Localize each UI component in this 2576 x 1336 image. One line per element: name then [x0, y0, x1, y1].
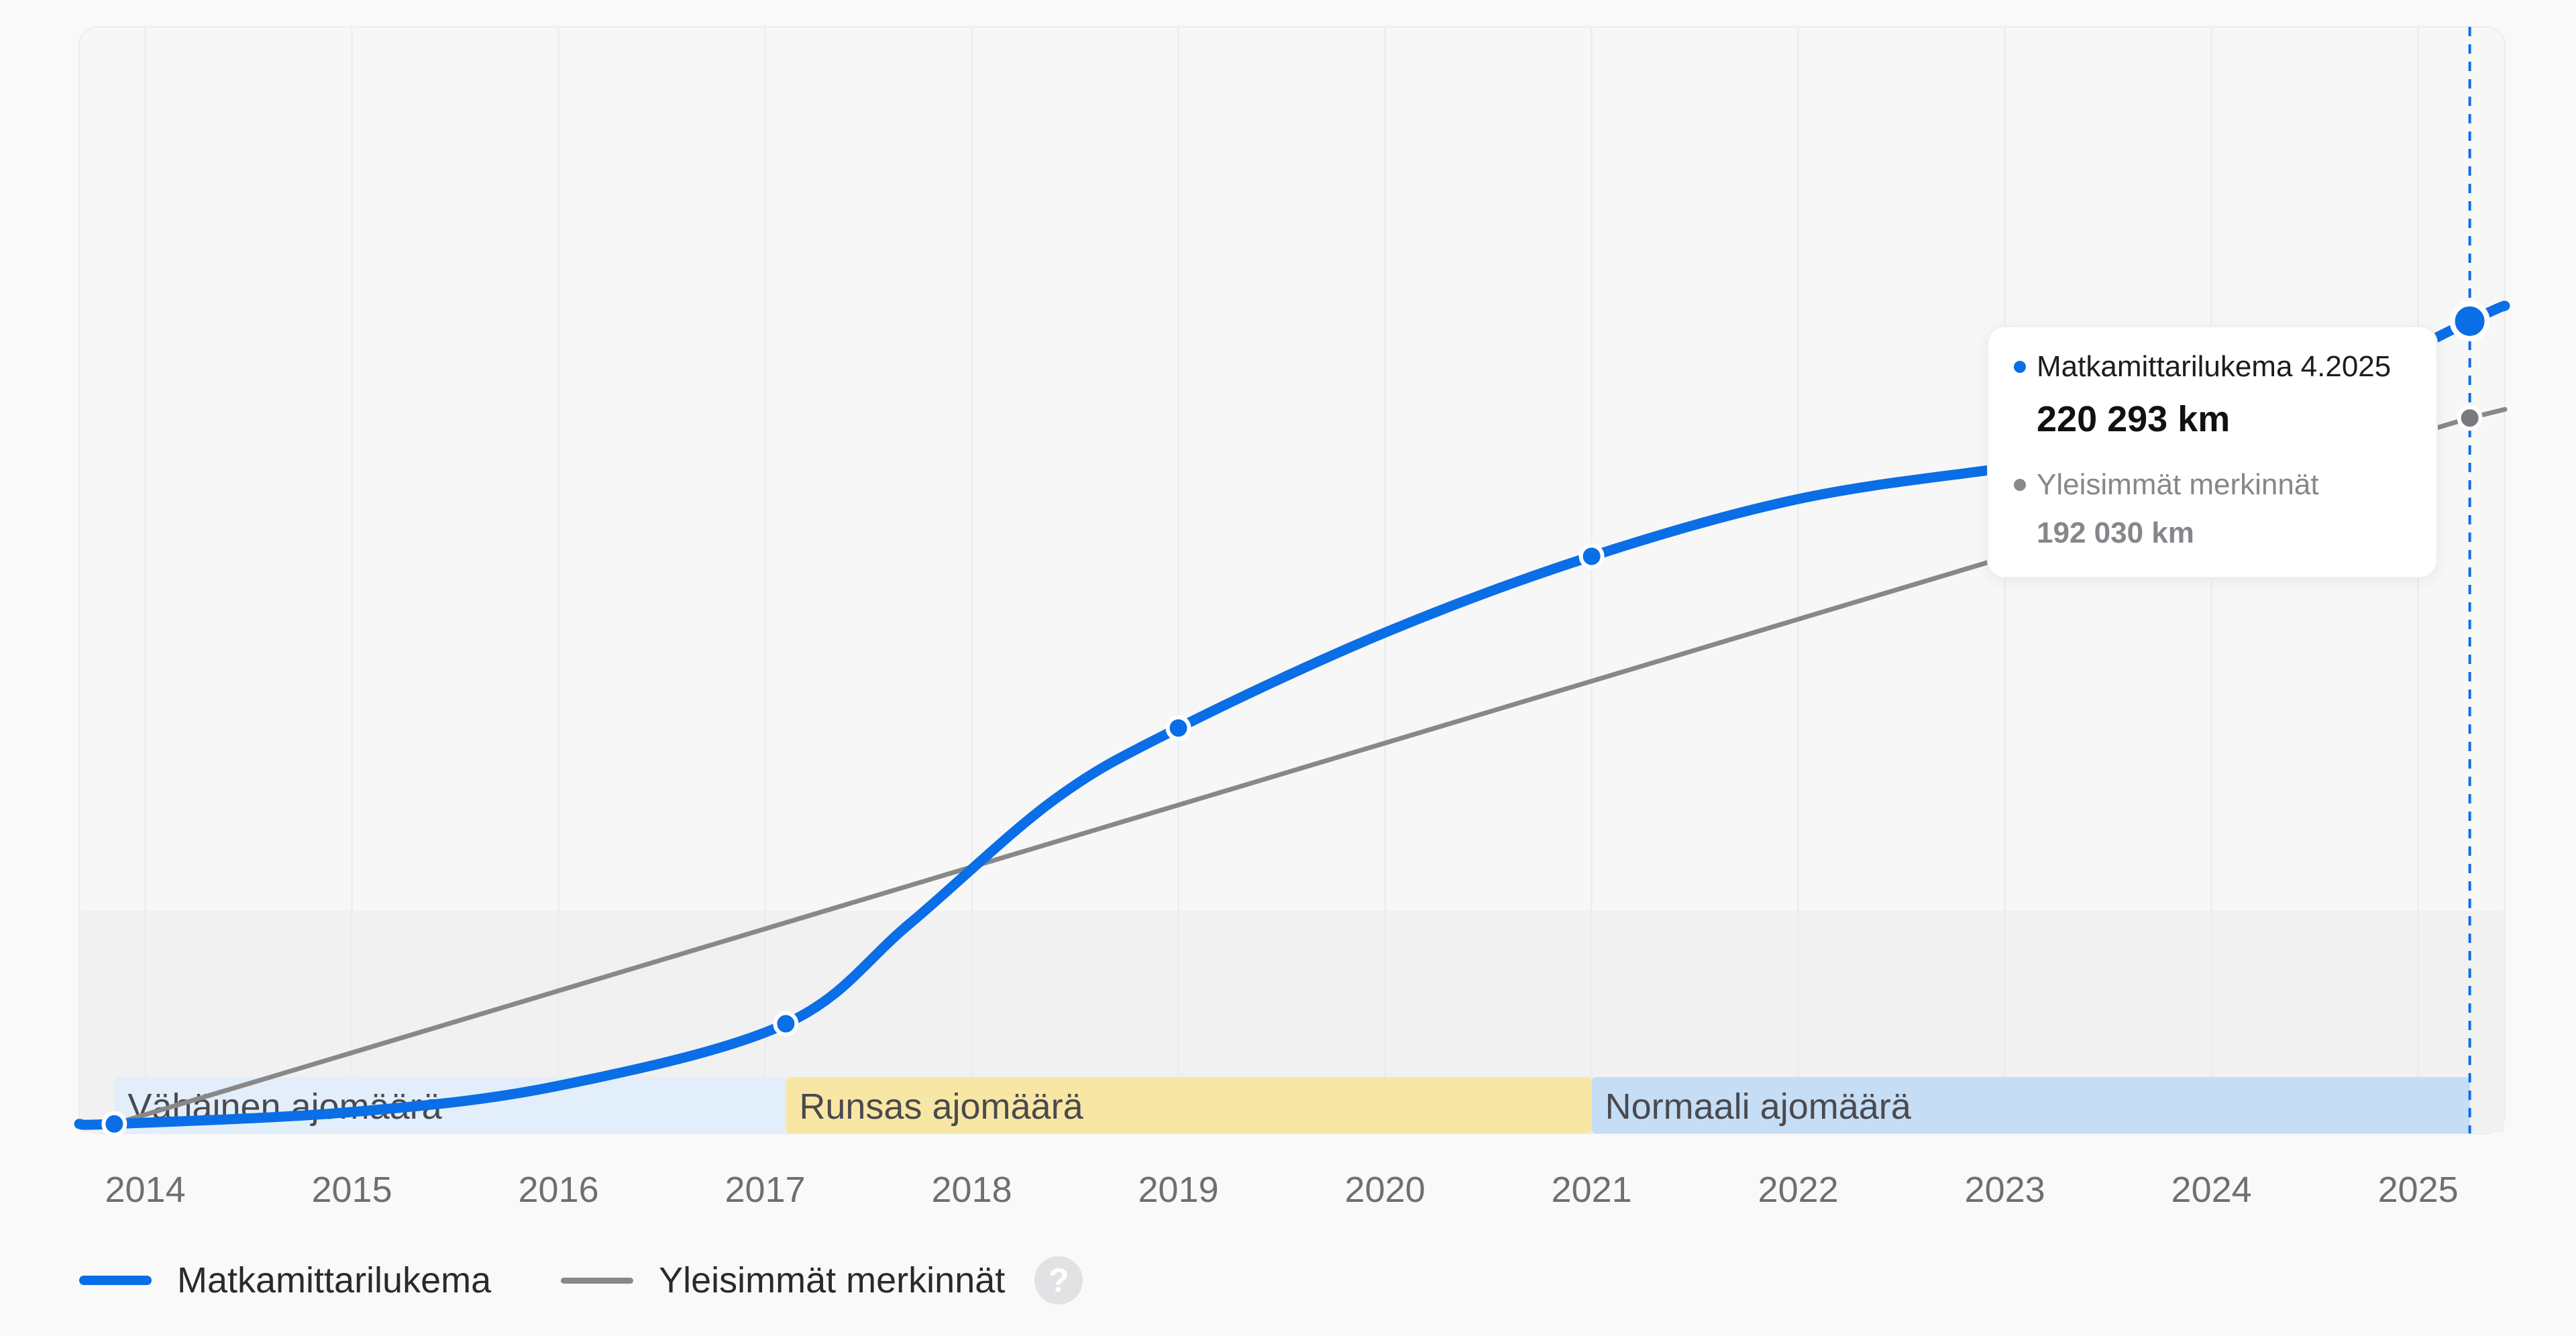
legend-line-blue [79, 1276, 152, 1285]
tooltip-row-common: Yleisimmät merkinnät [2014, 468, 2319, 502]
x-tick-label-2015: 2015 [311, 1170, 392, 1210]
x-tick-label-2016: 2016 [519, 1170, 599, 1210]
tooltip-series1-value: 220 293 km [2037, 399, 2231, 439]
help-icon[interactable]: ? [1034, 1256, 1083, 1304]
legend-item-odometer[interactable]: Matkamittarilukema [79, 1260, 491, 1301]
data-point-matkamittarilukema-1 [773, 1011, 799, 1037]
x-tick-label-2025: 2025 [2378, 1170, 2459, 1210]
x-tick-label-2017: 2017 [725, 1170, 806, 1210]
x-tick-label-2020: 2020 [1345, 1170, 1426, 1210]
tooltip-row-odometer: Matkamittarilukema 4.2025 [2014, 350, 2391, 384]
band-runsas [786, 1077, 1592, 1133]
x-tick-label-2023: 2023 [1965, 1170, 2045, 1210]
x-tick-label-2014: 2014 [105, 1170, 185, 1210]
data-point-matkamittarilukema-4 [2449, 300, 2490, 341]
tooltip-series1-label: Matkamittarilukema 4.2025 [2037, 350, 2392, 383]
legend-line-grey [561, 1277, 634, 1284]
legend-label-odometer: Matkamittarilukema [177, 1260, 492, 1300]
x-tick-label-2024: 2024 [2171, 1170, 2252, 1210]
legend-label-common: Yleisimmät merkinnät [659, 1260, 1006, 1300]
band-label-runsas: Runsas ajomäärä [799, 1087, 1083, 1127]
data-point-matkamittarilukema-2 [1165, 715, 1191, 741]
legend-item-common[interactable]: Yleisimmät merkinnät [561, 1260, 1005, 1301]
data-point-matkamittarilukema-3 [1578, 543, 1605, 569]
legend: Matkamittarilukema Yleisimmät merkinnät … [79, 1256, 1083, 1304]
band-label-normaali: Normaali ajomäärä [1605, 1087, 1912, 1127]
x-tick-label-2022: 2022 [1758, 1170, 1839, 1210]
blue-dot-icon [2014, 361, 2026, 373]
x-tick-label-2018: 2018 [932, 1170, 1012, 1210]
tooltip-series2-value: 192 030 km [2037, 516, 2194, 549]
x-tick-label-2019: 2019 [1138, 1170, 1219, 1210]
x-tick-label-2021: 2021 [1552, 1170, 1632, 1210]
band-normaali [1591, 1077, 2470, 1133]
grey-dot-icon [2014, 479, 2026, 491]
data-point-matkamittarilukema-0 [101, 1111, 127, 1137]
tooltip: Matkamittarilukema 4.2025 220 293 km Yle… [1987, 326, 2438, 578]
data-point-yleisimmat-0 [2457, 405, 2483, 431]
tooltip-series2-label: Yleisimmät merkinnät [2037, 468, 2319, 501]
